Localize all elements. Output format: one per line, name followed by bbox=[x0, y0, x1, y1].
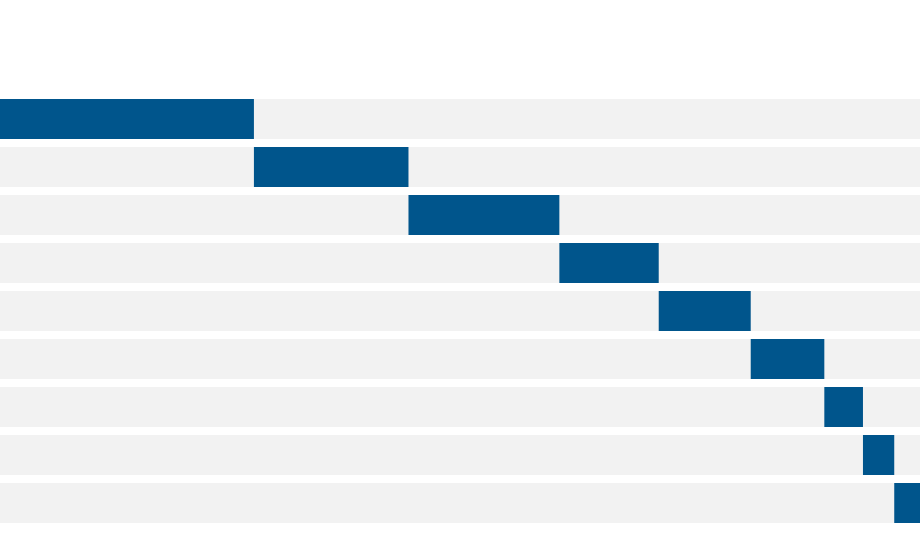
row-track bbox=[0, 243, 920, 283]
bar-segment bbox=[658, 291, 751, 331]
bar-segment bbox=[750, 339, 825, 379]
bar-segment bbox=[408, 195, 560, 235]
row-track bbox=[0, 291, 920, 331]
row-track bbox=[0, 435, 920, 475]
bar-segment bbox=[862, 435, 895, 475]
bar-segment bbox=[824, 387, 863, 427]
bar-segment bbox=[894, 483, 920, 523]
row-track bbox=[0, 483, 920, 523]
bar-segment bbox=[0, 99, 254, 139]
row-track bbox=[0, 387, 920, 427]
row-track bbox=[0, 147, 920, 187]
bar-segment bbox=[559, 243, 659, 283]
bar-segment bbox=[253, 147, 409, 187]
